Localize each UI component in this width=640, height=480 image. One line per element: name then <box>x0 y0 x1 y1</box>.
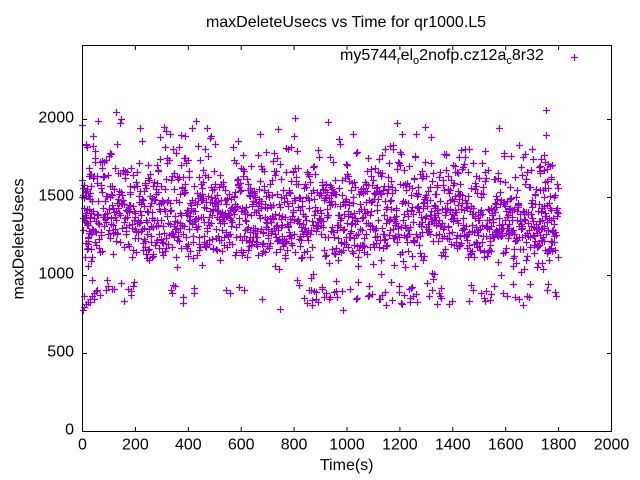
svg-text:1800: 1800 <box>541 437 577 454</box>
svg-text:400: 400 <box>175 437 202 454</box>
svg-text:1000: 1000 <box>38 266 74 283</box>
svg-text:0: 0 <box>65 422 74 439</box>
svg-text:800: 800 <box>281 437 308 454</box>
svg-text:1600: 1600 <box>488 437 524 454</box>
svg-text:500: 500 <box>47 344 74 361</box>
svg-text:600: 600 <box>228 437 255 454</box>
svg-text:maxDeleteUsecs vs Time for qr1: maxDeleteUsecs vs Time for qr1000.L5 <box>206 14 486 31</box>
svg-text:0: 0 <box>78 437 87 454</box>
svg-text:2000: 2000 <box>38 110 74 127</box>
svg-text:Time(s): Time(s) <box>320 457 374 474</box>
svg-text:2000: 2000 <box>594 437 630 454</box>
svg-text:my5744relo2nofp.cz12ac8r32: my5744relo2nofp.cz12ac8r32 <box>340 47 544 67</box>
svg-text:1200: 1200 <box>382 437 418 454</box>
svg-text:1000: 1000 <box>329 437 365 454</box>
svg-text:200: 200 <box>122 437 149 454</box>
svg-text:1500: 1500 <box>38 188 74 205</box>
svg-text:maxDeleteUsecs: maxDeleteUsecs <box>11 179 28 300</box>
svg-text:1400: 1400 <box>435 437 471 454</box>
